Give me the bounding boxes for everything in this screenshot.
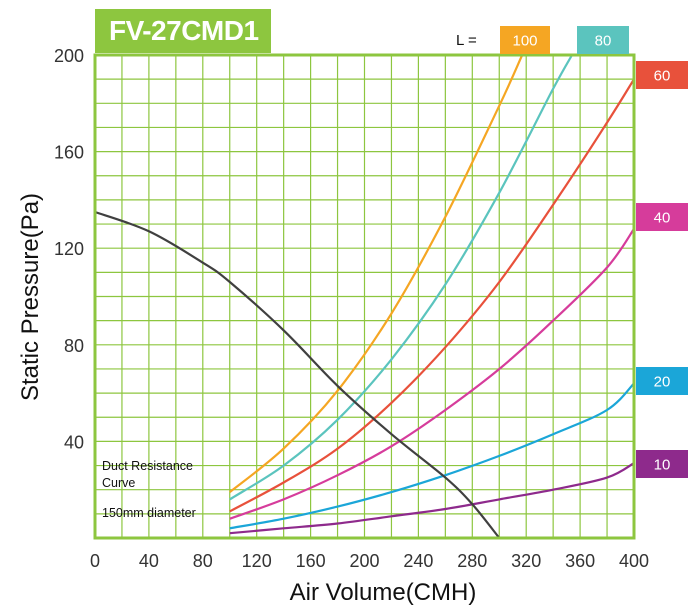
- curve-label-box: [636, 61, 688, 89]
- duct-curve-L40: [229, 228, 635, 520]
- curve-label-box: [636, 450, 688, 478]
- curve-label-L20: 20: [636, 367, 688, 395]
- legend-prefix: L =: [456, 32, 477, 49]
- fan-pq-curve: [94, 210, 501, 539]
- x-tick-label: 320: [511, 551, 541, 571]
- y-tick-label: 120: [54, 239, 84, 259]
- x-tick-label: 360: [565, 551, 595, 571]
- curves: [94, 54, 635, 539]
- x-axis-label: Air Volume(CMH): [290, 579, 477, 606]
- curve-labels: 100 80 60 40 20 10: [500, 26, 688, 478]
- curve-label-box: [500, 26, 550, 54]
- x-tick-label: 40: [139, 551, 159, 571]
- plot-frame: [93, 53, 636, 540]
- y-tick-label: 40: [64, 432, 84, 452]
- grid: [95, 55, 634, 538]
- chart-title: FV-27CMD1: [95, 9, 271, 53]
- annotation-line1: Duct Resistance: [102, 459, 193, 473]
- y-tick-label: 80: [64, 336, 84, 356]
- curve-label-box: [636, 203, 688, 231]
- y-tick-label: 160: [54, 143, 84, 163]
- duct-curve-L100: [229, 54, 524, 493]
- annotation-line3: 150mm diameter: [102, 506, 196, 520]
- x-tick-label: 120: [242, 551, 272, 571]
- x-tick-label: 280: [457, 551, 487, 571]
- duct-curve-L20: [229, 382, 635, 530]
- curve-label-text: 60: [654, 68, 671, 85]
- curve-label-text: 40: [654, 210, 671, 227]
- y-tick-label: 200: [54, 46, 84, 66]
- curve-label-L40: 40: [636, 203, 688, 231]
- curve-label-box: [577, 26, 629, 54]
- curve-label-text: 20: [654, 374, 671, 391]
- curve-label-text: 100: [512, 33, 537, 50]
- x-tick-label: 160: [296, 551, 326, 571]
- curve-label-text: 10: [654, 457, 671, 474]
- curve-label-L100: 100: [500, 26, 550, 54]
- x-tick-label: 400: [619, 551, 649, 571]
- x-tick-label: 240: [403, 551, 433, 571]
- y-axis-label: Static Pressure(Pa): [17, 193, 44, 401]
- x-tick-label: 0: [90, 551, 100, 571]
- x-tick-label: 80: [193, 551, 213, 571]
- duct-curve-L10: [229, 462, 635, 535]
- curve-label-text: 80: [595, 33, 612, 50]
- x-tick-label: 200: [349, 551, 379, 571]
- curve-label-L60: 60: [636, 61, 688, 89]
- curve-label-L80: 80: [577, 26, 629, 54]
- annotation-line2: Curve: [102, 476, 135, 490]
- ticks: 0 40 80 120 160 200 240 280 320 360 400 40 80 120 160 2…: [54, 46, 649, 571]
- duct-curve-L80: [229, 54, 573, 501]
- curve-label-L10: 10: [636, 450, 688, 478]
- duct-curve-L60: [229, 78, 635, 513]
- curve-label-box: [636, 367, 688, 395]
